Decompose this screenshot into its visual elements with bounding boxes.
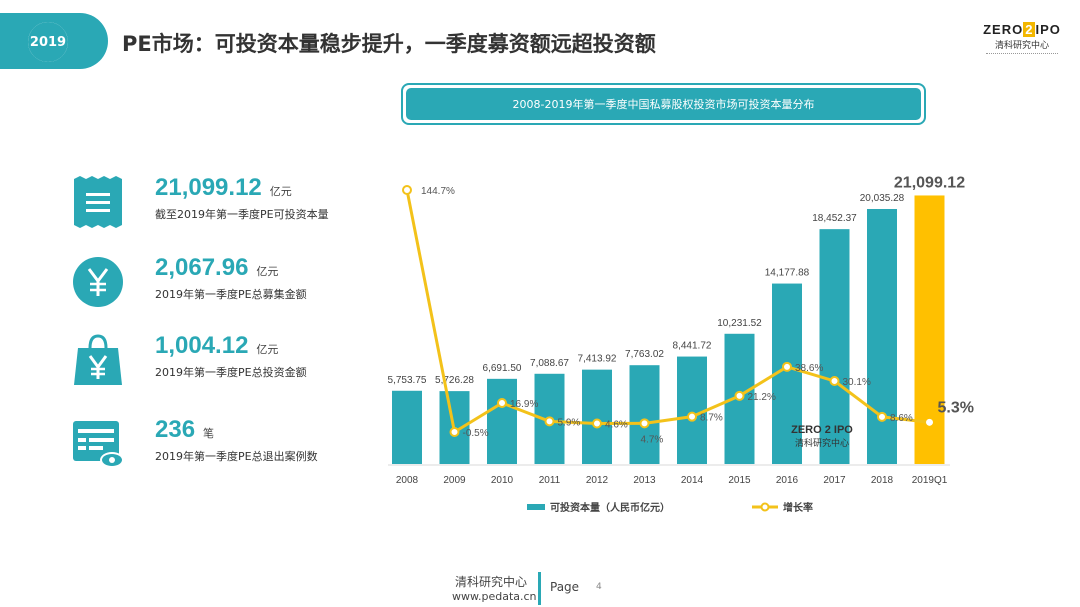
x-tick-label: 2019Q1 xyxy=(912,475,948,486)
growth-rate-point xyxy=(734,390,745,401)
growth-rate-point xyxy=(449,427,460,437)
stat-investment: 1,004.12 亿元 2019年第一季度PE总投资金额 xyxy=(72,332,402,390)
bar xyxy=(677,356,707,464)
bar-value-label: 18,452.37 xyxy=(812,213,857,224)
x-tick-label: 2008 xyxy=(396,475,419,486)
growth-rate-point xyxy=(687,411,697,422)
x-tick-label: 2018 xyxy=(871,475,894,486)
growth-rate-label: 144.7% xyxy=(421,186,455,197)
growth-rate-label: 5.9% xyxy=(558,417,581,428)
growth-rate-line xyxy=(405,189,930,434)
x-tick-label: 2017 xyxy=(823,475,846,486)
bar-value-label: 5,726.28 xyxy=(435,375,474,386)
stat-investable-capital: 21,099.12 亿元 截至2019年第一季度PE可投资本量 xyxy=(72,174,402,232)
bar-value-label: 20,035.28 xyxy=(860,193,905,204)
footer-page-label: Page xyxy=(550,580,580,594)
legend-line-marker xyxy=(760,502,770,512)
x-tick-label: 2016 xyxy=(776,475,799,486)
x-tick-label: 2012 xyxy=(586,475,609,486)
x-tick-label: 2010 xyxy=(491,475,514,486)
bar-value-label: 5,753.75 xyxy=(388,375,427,386)
bar xyxy=(819,229,850,464)
bar xyxy=(867,209,897,464)
bar-value-label: 7,413.92 xyxy=(578,354,617,365)
card-eye-icon xyxy=(73,421,124,468)
growth-rate-point xyxy=(402,185,412,195)
watermark-subtitle: 清科研究中心 xyxy=(795,437,849,448)
bar xyxy=(629,365,660,464)
stat-exits: 236 笔 2019年第一季度PE总退出案例数 xyxy=(72,416,402,474)
bar xyxy=(487,378,517,464)
growth-rate-label: 8.7% xyxy=(700,413,723,424)
growth-rate-point xyxy=(877,411,887,422)
growth-rate-point xyxy=(592,418,602,429)
yen-bag-icon xyxy=(74,334,122,385)
growth-rate-point xyxy=(829,376,840,386)
growth-rate-label: 38.6% xyxy=(795,363,823,374)
bar-value-label: 21,099.12 xyxy=(894,174,965,191)
legend-line-label: 增长率 xyxy=(783,501,813,514)
growth-rate-point xyxy=(497,398,507,408)
growth-rate-label: 8.6% xyxy=(890,413,913,424)
x-tick-label: 2015 xyxy=(728,475,751,486)
bar-value-label: 14,177.88 xyxy=(765,268,810,279)
stat-description: 2019年第一季度PE总退出案例数 xyxy=(155,450,318,463)
footer-page-number: 4 xyxy=(596,582,602,592)
stat-value: 1,004.12 亿元 xyxy=(155,332,279,359)
stat-value: 236 笔 xyxy=(155,416,215,443)
bar-value-label: 10,231.52 xyxy=(717,318,762,329)
footer-url[interactable]: www.pedata.cn xyxy=(452,590,537,603)
growth-rate-label: 16.9% xyxy=(510,399,538,410)
growth-rate-point xyxy=(544,416,555,427)
bar xyxy=(582,369,612,464)
growth-rate-label: 21.2% xyxy=(748,392,776,403)
growth-rate-point xyxy=(926,418,933,426)
bar-value-label: 7,763.02 xyxy=(625,349,664,360)
stat-description: 截至2019年第一季度PE可投资本量 xyxy=(155,208,329,221)
year-badge-text: 2019 xyxy=(28,22,68,62)
stat-value: 2,067.96 亿元 xyxy=(155,254,279,281)
chart-title: 2008-2019年第一季度中国私募股权投资市场可投资本量分布 xyxy=(406,88,921,120)
bar-value-label: 8,441.72 xyxy=(673,341,712,352)
logo-subtitle: 清科研究中心 xyxy=(994,41,1049,51)
logo-divider xyxy=(986,53,1058,57)
bar xyxy=(392,390,422,464)
x-tick-label: 2013 xyxy=(633,475,656,486)
growth-rate-label: -0.5% xyxy=(463,428,489,439)
receipt-icon xyxy=(74,176,122,228)
footer-source: 清科研究中心 xyxy=(455,575,528,589)
stat-fundraising: 2,067.96 亿元 2019年第一季度PE总募集金额 xyxy=(72,254,402,312)
growth-rate-label: 4.7% xyxy=(641,434,664,445)
zero2ipo-logo: ZERO 2 IPO 清科研究中心 xyxy=(980,22,1064,57)
page-title: PE市场：可投资本量稳步提升，一季度募资额远超投资额 xyxy=(122,32,656,56)
yen-circle-icon xyxy=(73,257,123,307)
year-badge: 2019 xyxy=(24,18,72,66)
x-tick-label: 2011 xyxy=(539,475,561,486)
stat-description: 2019年第一季度PE总募集金额 xyxy=(155,288,307,301)
growth-rate-point xyxy=(782,361,792,372)
bar-value-label: 6,691.50 xyxy=(483,363,522,374)
watermark-logo: ZERO 2 IPO xyxy=(791,424,853,436)
legend-bar-swatch xyxy=(527,504,545,510)
growth-rate-label: 30.1% xyxy=(843,377,871,388)
growth-rate-point xyxy=(639,418,650,429)
bar-value-label: 7,088.67 xyxy=(530,358,569,369)
growth-rate-label: 4.6% xyxy=(605,420,628,431)
chart-title-box: 2008-2019年第一季度中国私募股权投资市场可投资本量分布 xyxy=(401,83,926,125)
logo-wordmark: ZERO 2 IPO xyxy=(983,22,1061,37)
growth-rate-label: 5.3% xyxy=(938,399,974,416)
footer-divider xyxy=(538,572,541,605)
legend-bar-label: 可投资本量（人民币亿元） xyxy=(550,501,670,514)
stat-value: 21,099.12 亿元 xyxy=(155,174,292,201)
stat-description: 2019年第一季度PE总投资金额 xyxy=(155,366,307,379)
x-tick-label: 2014 xyxy=(681,475,704,486)
x-tick-label: 2009 xyxy=(443,475,466,486)
